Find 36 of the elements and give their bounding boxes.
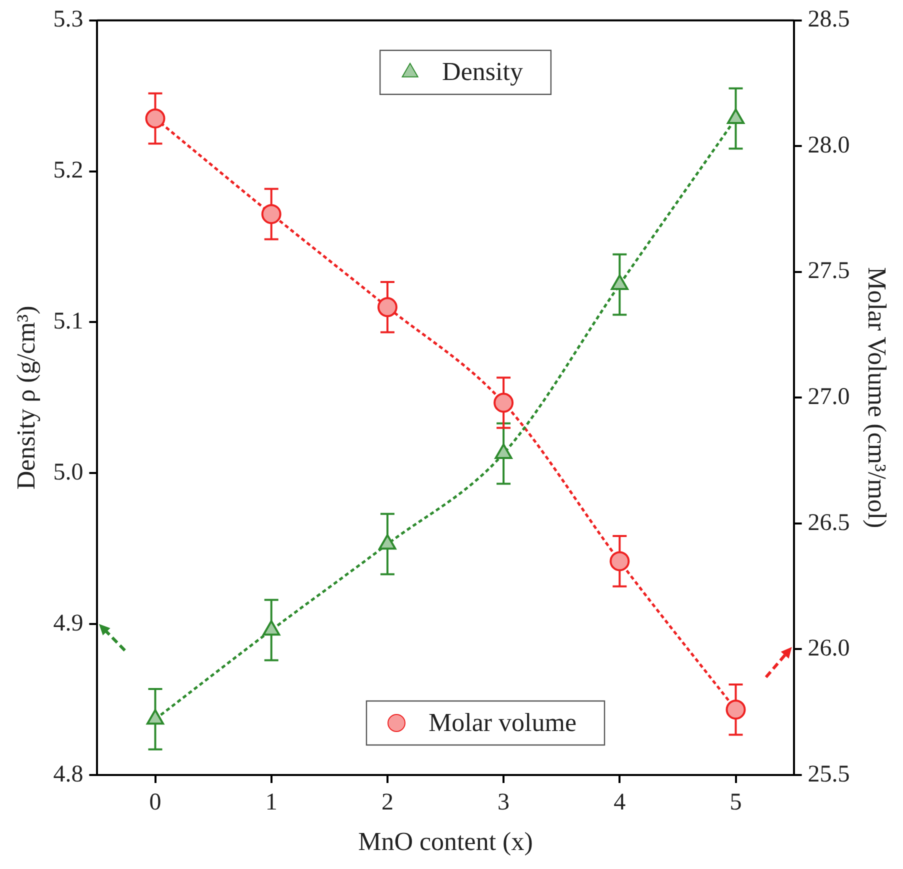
y-tick-label: 4.9 [53,610,84,636]
y2-tick-label: 28.5 [808,6,850,33]
y-tick-label: 5.3 [53,6,84,33]
y2-tick-label: 26.5 [808,510,850,536]
point [261,204,282,224]
y2-tick-label: 25.5 [808,761,850,788]
point [262,620,280,636]
y-tick-label: 5.0 [53,459,84,486]
point [145,108,166,128]
point [726,108,745,124]
x-tick-label: 3 [498,790,510,816]
x-tick-label: 4 [614,790,626,816]
x-tick-label: 5 [730,790,742,816]
x-tick-label: 0 [149,790,162,816]
y2-tick-label: 27.5 [808,258,850,284]
point [610,274,628,290]
point [494,444,512,460]
x-tick-label: 2 [381,790,394,816]
point [377,297,398,318]
y-tick-label: 4.8 [53,761,84,788]
y-axis-title: Density ρ (g/cm³) [11,306,40,490]
y2-tick-label: 27.0 [808,384,850,410]
legend-label: Density [442,57,523,86]
y-tick-label: 5.2 [53,158,84,184]
y2-tick-label: 26.0 [808,636,850,662]
x-axis-title: MnO content (x) [358,827,533,856]
point [726,700,746,720]
point [494,392,514,413]
point [146,709,164,725]
x-tick-label: 1 [265,790,278,816]
point [610,551,630,572]
y-tick-label: 5.1 [53,308,84,335]
y2-tick-label: 28.0 [808,132,850,158]
legend-label: Molar volume [428,708,577,737]
y2-axis-title: Molar Volume (cm³/mol) [862,267,892,528]
point [378,534,396,550]
